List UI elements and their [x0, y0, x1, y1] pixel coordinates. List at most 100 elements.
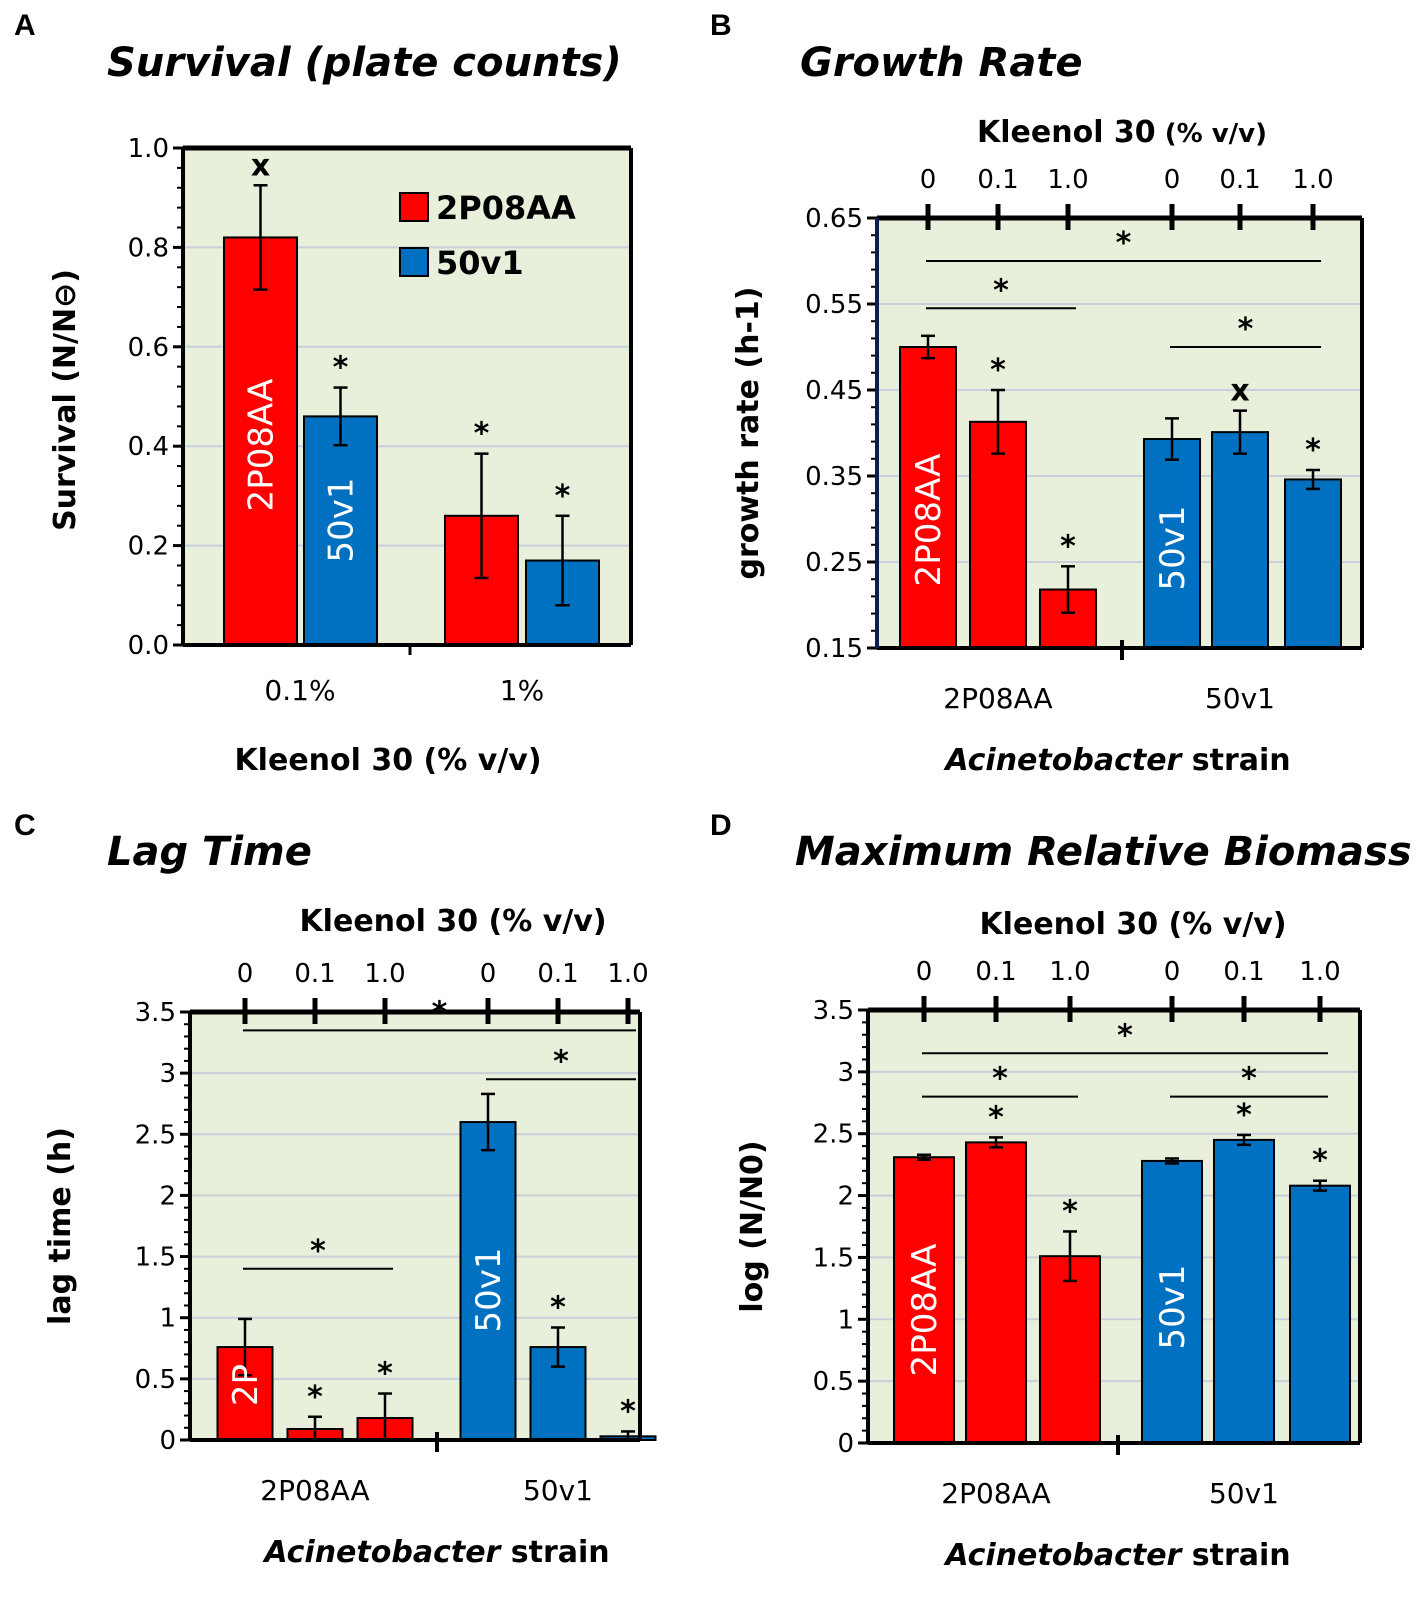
- bar-inner-label: 2P08AA: [242, 379, 282, 512]
- x-category-label: 50v1: [1205, 682, 1275, 715]
- significance-mark: x: [1230, 374, 1249, 409]
- y-tick-label: 0.55: [805, 290, 863, 320]
- y-tick-label: 0: [837, 1429, 854, 1459]
- significance-mark: *: [307, 1380, 323, 1415]
- top-tick-label: 1.0: [364, 959, 405, 989]
- bar-2p08aa: [893, 1156, 955, 1444]
- significance-mark: x: [251, 148, 270, 183]
- x-category-label: 0.1%: [264, 674, 335, 707]
- x-axis-title-italic: Acinetobacter: [262, 1535, 502, 1570]
- significance-mark: *: [1312, 1144, 1328, 1179]
- y-tick-label: 0.35: [805, 462, 863, 492]
- x-axis-title-rest: strain: [1181, 743, 1290, 778]
- top-tick-label: 0: [237, 959, 254, 989]
- y-axis-title: Survival (N/N⊖): [48, 269, 83, 531]
- y-tick-label: 0.5: [813, 1367, 854, 1397]
- top-tick-label: 0: [920, 165, 937, 195]
- top-tick-label: 0.1: [1223, 957, 1264, 987]
- bracket-mark: *: [1241, 1062, 1257, 1097]
- panel-label: A: [14, 9, 36, 42]
- y-tick-label: 0.8: [128, 233, 169, 263]
- y-tick-label: 1.0: [128, 134, 169, 164]
- y-axis-title: log (N/N0): [735, 1140, 770, 1312]
- top-tick-label: 0.1: [1219, 165, 1260, 195]
- top-tick-label: 0.1: [294, 959, 335, 989]
- y-axis-title: growth rate (h-1): [731, 286, 766, 579]
- x-axis-title-rest: strain: [1181, 1538, 1290, 1573]
- chart-title: Maximum Relative Biomass: [795, 829, 1412, 875]
- top-tick-label: 0.1: [975, 957, 1016, 987]
- top-tick-label: 0: [1164, 957, 1181, 987]
- top-axis-title: Kleenol 30 (% v/v): [977, 115, 1267, 150]
- panel-a: A Survival (plate counts) 0.0 0.2 0.4 0.6 0.8 1…: [14, 9, 633, 778]
- panel-d: D Maximum Relative Biomass 0 0.5 1 1.5 2 2.5 3 3.…: [710, 809, 1412, 1573]
- top-tick-label: 0: [480, 959, 497, 989]
- top-tick-label: 1.0: [1047, 165, 1088, 195]
- x-axis-title-rest: strain: [500, 1535, 609, 1570]
- x-category-label: 2P08AA: [941, 1477, 1050, 1510]
- significance-mark: *: [990, 353, 1006, 388]
- significance-mark: *: [333, 351, 349, 386]
- bar-50v1: [1213, 1138, 1275, 1445]
- x-category-label: 50v1: [1209, 1477, 1279, 1510]
- bar-50v1: [1289, 1184, 1351, 1445]
- y-tick-label: 3.5: [813, 996, 854, 1026]
- y-tick-label: 0.25: [805, 548, 863, 578]
- significance-mark: *: [1062, 1194, 1078, 1229]
- y-tick-label: 2: [159, 1181, 176, 1211]
- x-axis-title-italic: Acinetobacter: [943, 1538, 1183, 1573]
- legend-swatch: [399, 192, 429, 222]
- y-tick-label: 2: [837, 1182, 854, 1212]
- panel-label: C: [14, 809, 36, 842]
- bar-50v1: [1284, 478, 1342, 649]
- bar-inner-label: 2P: [226, 1364, 266, 1406]
- y-tick-label: 0.0: [128, 631, 169, 661]
- panel-b: B Growth Rate 0.15 0.25 0.35 0.45 0.55 0.65 * * x *…: [710, 9, 1364, 778]
- bracket-mark: *: [553, 1044, 569, 1079]
- x-axis-title: Acinetobacter strain: [943, 1538, 1290, 1573]
- bar-50v1: [1143, 438, 1201, 649]
- y-tick-label: 0.15: [805, 634, 863, 664]
- significance-mark: *: [988, 1100, 1004, 1135]
- y-tick-label: 2.5: [813, 1120, 854, 1150]
- bracket-mark: *: [992, 1062, 1008, 1097]
- bar-inner-label: 50v1: [469, 1247, 509, 1332]
- y-tick-label: 3.5: [135, 998, 176, 1028]
- top-tick-label: 0: [916, 957, 933, 987]
- y-tick-label: 1.5: [135, 1243, 176, 1273]
- top-tick-label: 0: [1164, 165, 1181, 195]
- top-axis-title-main: Kleenol 30 (% v/v): [299, 904, 606, 939]
- top-axis-title-unit: (% v/v): [1156, 119, 1267, 149]
- bracket-mark: *: [1117, 1018, 1133, 1053]
- bracket-mark: *: [1116, 226, 1132, 261]
- bracket-mark: *: [310, 1234, 326, 1269]
- top-tick-label: 1.0: [1299, 957, 1340, 987]
- x-category-label: 1%: [500, 674, 544, 707]
- y-tick-label: 2.5: [135, 1120, 176, 1150]
- bar-inner-label: 2P08AA: [905, 1244, 945, 1377]
- bar-inner-label: 50v1: [322, 477, 362, 562]
- bar-inner-label: 50v1: [1153, 505, 1193, 590]
- bar-2p08aa: [1039, 1255, 1101, 1444]
- significance-mark: *: [377, 1357, 393, 1392]
- top-tick-label: 1.0: [1292, 165, 1333, 195]
- y-tick-label: 1.5: [813, 1243, 854, 1273]
- top-axis-title-main: Kleenol 30 (% v/v): [979, 907, 1286, 942]
- chart-title: Growth Rate: [800, 40, 1083, 86]
- significance-mark: *: [550, 1290, 566, 1325]
- bar-2p08aa: [969, 420, 1027, 649]
- chart-title: Survival (plate counts): [107, 40, 622, 86]
- x-axis-title: Acinetobacter strain: [943, 743, 1290, 778]
- significance-mark: *: [620, 1394, 636, 1429]
- x-axis-title: Kleenol 30 (% v/v): [234, 743, 541, 778]
- top-axis-title: Kleenol 30 (% v/v): [979, 907, 1286, 942]
- bar-50v1: [303, 415, 378, 646]
- x-category-label: 2P08AA: [260, 1474, 369, 1507]
- y-tick-label: 1: [159, 1304, 176, 1334]
- y-tick-label: 1: [837, 1305, 854, 1335]
- bar-50v1: [459, 1121, 517, 1441]
- x-axis-title: Acinetobacter strain: [262, 1535, 609, 1570]
- y-tick-label: 3: [837, 1058, 854, 1088]
- y-tick-label: 0.5: [135, 1365, 176, 1395]
